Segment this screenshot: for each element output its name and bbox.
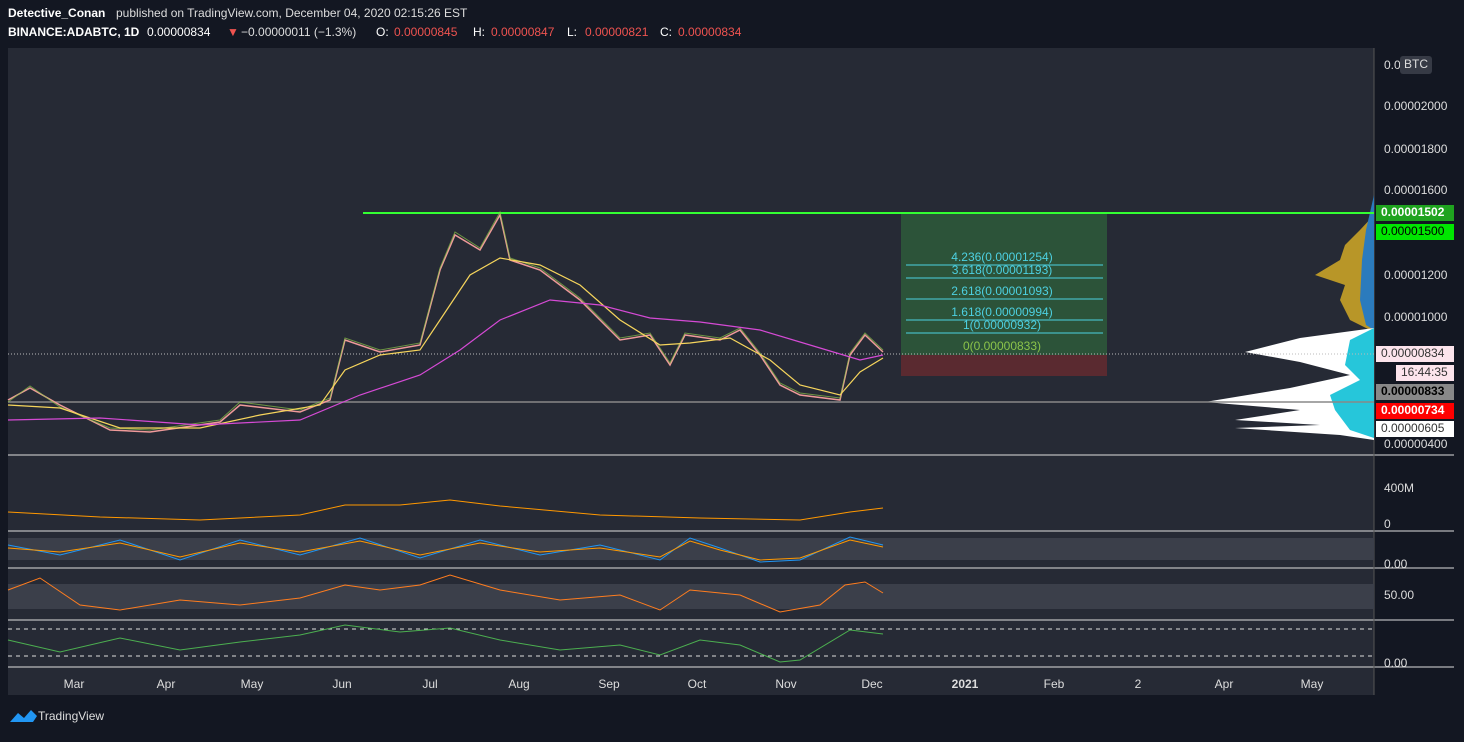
ohlc-value: 0.00000847 xyxy=(491,25,555,39)
price-label: 0.00001000 xyxy=(1384,310,1448,324)
price-tag-label: 0.00000834 xyxy=(1381,346,1445,360)
time-label: May xyxy=(241,677,264,691)
price-label: 0.00001800 xyxy=(1384,142,1448,156)
time-label: Mar xyxy=(64,677,85,691)
price-series xyxy=(7,210,884,431)
time-label: Feb xyxy=(1044,677,1065,691)
last-price: 0.00000834 xyxy=(147,25,211,39)
fib-levels: 4.236(0.00001254)3.618(0.00001193) 2.618(… xyxy=(906,250,1103,353)
time-label: Oct xyxy=(688,677,707,691)
rsi-line xyxy=(7,574,884,613)
price-tag-label: 0.00001500 xyxy=(1381,224,1445,238)
price-tag xyxy=(1376,403,1454,419)
brand: TradingView xyxy=(38,709,104,723)
time-axis: Mar Apr May Jun Jul Aug Sep Oct Nov Dec 2021 Feb 2 Ap… xyxy=(64,677,1324,691)
price-label: 0.00000400 xyxy=(1384,437,1448,451)
price-tag xyxy=(1376,346,1454,362)
volume-ma xyxy=(7,499,884,521)
time-label: Apr xyxy=(157,677,176,691)
fib-label: 3.618(0.00001193) xyxy=(952,263,1053,277)
time-label: Aug xyxy=(508,677,529,691)
moving-average xyxy=(7,299,884,426)
ohlc-label: C: xyxy=(660,25,672,39)
ohlc-label: L: xyxy=(567,25,577,39)
ohlc-label: H: xyxy=(473,25,485,39)
indicator-label: 50.00 xyxy=(1384,588,1414,602)
indicator-label: 0 xyxy=(1384,517,1391,531)
time-label: Nov xyxy=(775,677,796,691)
price-series xyxy=(7,212,884,433)
time-label: Sep xyxy=(598,677,620,691)
price-tag xyxy=(1376,205,1454,221)
stop-zone xyxy=(901,355,1107,376)
time-label: Dec xyxy=(861,677,882,691)
change: −0.00000011 (−1.3%) xyxy=(241,25,356,39)
price-label: 0.00001600 xyxy=(1384,183,1448,197)
fib-label: 4.236(0.00001254) xyxy=(951,250,1052,264)
arrow: ▼ xyxy=(227,25,239,39)
time-label: 2021 xyxy=(952,677,979,691)
price-tag-label: 0.00000734 xyxy=(1381,403,1445,417)
time-label: Jun xyxy=(332,677,351,691)
volume-profile xyxy=(1205,328,1374,440)
ohlc-label: O: xyxy=(376,25,389,39)
fib-label: 2.618(0.00001093) xyxy=(951,284,1052,298)
fib-label: 1.618(0.00000994) xyxy=(951,305,1052,319)
target-zone xyxy=(901,213,1107,355)
rsi-band xyxy=(8,584,1374,609)
volume-profile xyxy=(1330,328,1374,438)
time-label: May xyxy=(1301,677,1324,691)
published: published on TradingView.com, December 0… xyxy=(116,6,468,20)
indicator-label: 0.00 xyxy=(1384,656,1408,670)
price-label: 0.00002000 xyxy=(1384,99,1448,113)
ohlc-value: 0.00000845 xyxy=(394,25,458,39)
ohlc-value: 0.00000834 xyxy=(678,25,742,39)
price-axis: 0.0 BTC 0.00002000 0.00001800 0.00001600 0.00… xyxy=(1376,56,1454,670)
price-tag xyxy=(1376,384,1454,400)
fib-label: 1(0.00000932) xyxy=(963,318,1041,332)
price-tag-label: 0.00000605 xyxy=(1381,421,1445,435)
time-label: Apr xyxy=(1215,677,1234,691)
symbol: BINANCE:ADABTC, 1D xyxy=(8,25,140,39)
logo xyxy=(10,710,37,722)
currency-badge xyxy=(1400,56,1432,74)
author: Detective_Conan xyxy=(8,6,105,20)
momentum-line xyxy=(7,624,884,663)
indicator-label: 400M xyxy=(1384,481,1414,495)
price-tag xyxy=(1376,421,1454,437)
price-tag-label: 16:44:35 xyxy=(1401,365,1448,379)
moving-average xyxy=(7,257,884,429)
price-tag xyxy=(1396,365,1454,381)
axis-label: 0.0 xyxy=(1384,58,1401,72)
indicator-label: 0.00 xyxy=(1384,557,1408,571)
stoch-band xyxy=(8,538,1374,560)
currency: BTC xyxy=(1404,57,1428,71)
pane-separators xyxy=(8,48,1454,695)
time-label: Jul xyxy=(422,677,437,691)
volume-profile xyxy=(1360,195,1374,330)
ohlc-value: 0.00000821 xyxy=(585,25,649,39)
ohlc: O: 0.00000845 H: 0.00000847 L: 0.00000821 C: 0.… xyxy=(376,25,742,39)
stoch-line xyxy=(7,539,884,561)
price-tag-label: 0.00000833 xyxy=(1381,384,1445,398)
price-tag xyxy=(1376,224,1454,240)
time-label: 2 xyxy=(1135,677,1142,691)
fib-label: 0(0.00000833) xyxy=(963,339,1041,353)
volume-profile xyxy=(1315,215,1374,330)
price-tag-label: 0.00001502 xyxy=(1381,205,1445,219)
price-label: 0.00001200 xyxy=(1384,268,1448,282)
